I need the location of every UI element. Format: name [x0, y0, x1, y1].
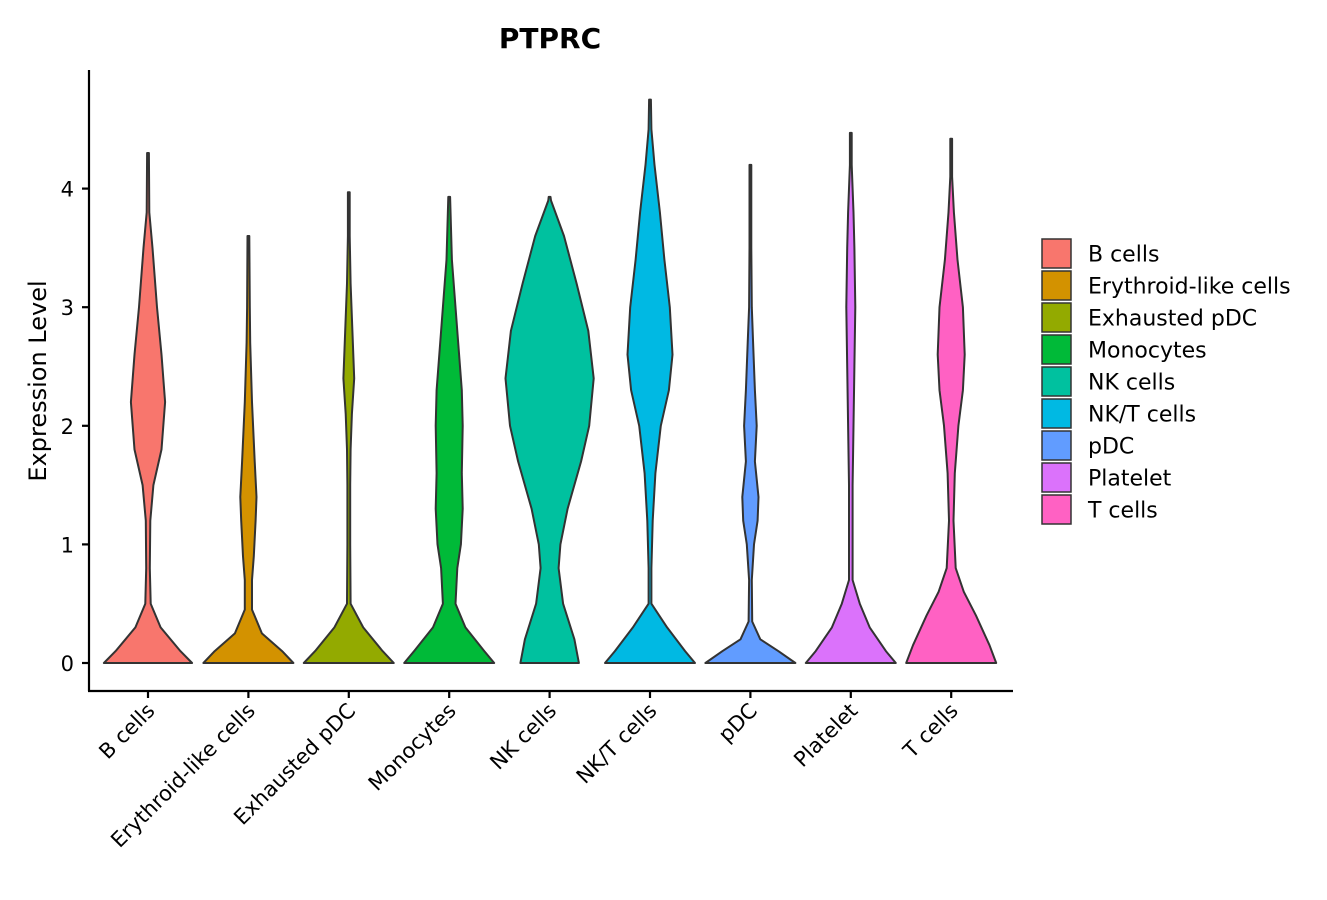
legend-key-erythroid-like-cells	[1041, 270, 1072, 301]
legend-label-erythroid-like-cells: Erythroid-like cells	[1088, 275, 1291, 300]
legend-label-nk-cells: NK cells	[1088, 371, 1175, 396]
legend-key-platelet	[1041, 462, 1072, 493]
y-tick-label: 2	[61, 415, 74, 439]
violins-group	[102, 98, 998, 664]
y-tick-label: 4	[61, 178, 74, 202]
chart-title: PTPRC	[499, 22, 601, 55]
x-tick-label-t-cells: T cells	[898, 699, 963, 764]
legend-key-t-cells	[1041, 494, 1072, 525]
y-ticks-group: 0 1 2 3 4	[61, 178, 89, 676]
x-tick-label-pdc: pDC	[714, 699, 762, 747]
legend-label-b-cells: B cells	[1088, 243, 1159, 268]
x-tick-label-nk-cells: NK cells	[485, 699, 561, 775]
x-tick-label-b-cells: B cells	[94, 699, 159, 764]
legend-key-exhausted-pdc	[1041, 302, 1072, 333]
x-tick-label-platelet: Platelet	[789, 699, 862, 772]
legend-key-monocytes	[1041, 334, 1072, 365]
violin-exhausted-pdc	[302, 191, 395, 664]
violin-monocytes	[403, 195, 496, 664]
legend-key-nk-cells	[1041, 366, 1072, 397]
x-tick-label-nk-t-cells: NK/T cells	[572, 699, 662, 789]
legend-key-pdc	[1041, 430, 1072, 461]
violin-b-cells	[102, 152, 194, 664]
y-tick-label: 1	[61, 533, 74, 557]
y-tick-label: 3	[61, 296, 74, 320]
y-axis-label: Expression Level	[24, 280, 52, 481]
legend-key-b-cells	[1041, 238, 1072, 269]
legend-label-monocytes: Monocytes	[1088, 339, 1207, 364]
legend-label-pdc: pDC	[1088, 435, 1134, 460]
x-tick-label-monocytes: Monocytes	[364, 699, 461, 796]
legend-label-nk-t-cells: NK/T cells	[1088, 403, 1196, 428]
violin-nk-t-cells	[604, 98, 696, 664]
violin-erythroid-like-cells	[202, 235, 295, 664]
violin-pdc	[704, 163, 797, 664]
legend: B cells Erythroid-like cells Exhausted pDC…	[1041, 238, 1291, 525]
legend-key-nk-t-cells	[1041, 398, 1072, 429]
legend-label-platelet: Platelet	[1088, 467, 1172, 492]
violin-t-cells	[905, 137, 998, 664]
legend-label-t-cells: T cells	[1087, 499, 1158, 524]
legend-label-exhausted-pdc: Exhausted pDC	[1088, 307, 1257, 332]
y-tick-label: 0	[61, 652, 74, 676]
violin-platelet	[804, 131, 897, 664]
violin-nk-cells	[504, 195, 595, 664]
